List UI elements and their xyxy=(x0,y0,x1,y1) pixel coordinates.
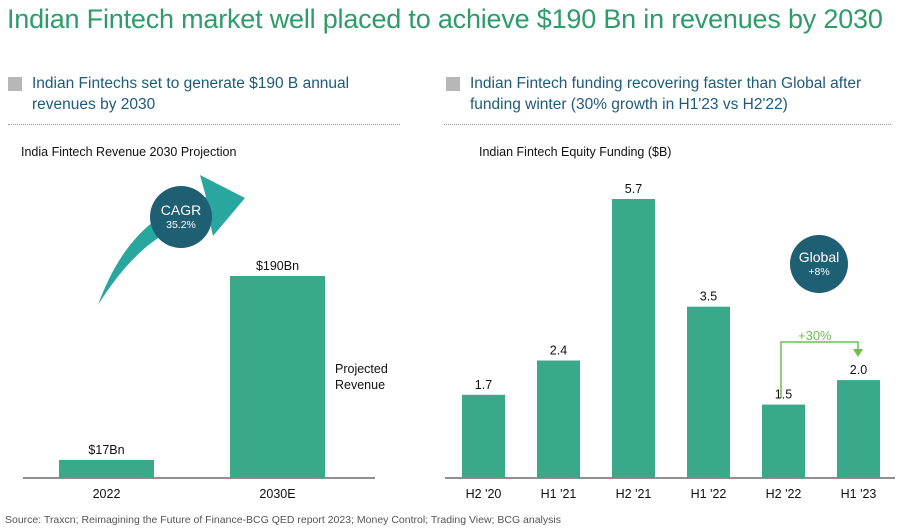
funding-data-label: 2.0 xyxy=(850,363,867,377)
cagr-label: CAGR xyxy=(160,202,202,218)
right-section-heading: Indian Fintech funding recovering faster… xyxy=(446,73,896,115)
revenue-data-label: $190Bn xyxy=(256,259,299,273)
funding-data-label: 1.7 xyxy=(475,378,492,392)
funding-chart-title: Indian Fintech Equity Funding ($B) xyxy=(479,145,672,159)
funding-tick-label: H1 '23 xyxy=(841,487,877,501)
left-divider xyxy=(8,124,400,125)
funding-bar xyxy=(612,199,655,478)
revenue-chart-title: India Fintech Revenue 2030 Projection xyxy=(21,145,237,159)
funding-tick-label: H1 '21 xyxy=(541,487,577,501)
revenue-bar xyxy=(59,459,154,478)
funding-tick-label: H2 '20 xyxy=(466,487,502,501)
global-label: Global xyxy=(798,249,840,265)
source-note: Source: Traxcn; Reimagining the Future o… xyxy=(5,514,561,526)
projected-revenue-label: Projected Revenue xyxy=(335,361,388,393)
global-badge: Global +8% xyxy=(790,235,848,293)
revenue-tick-label: 2030E xyxy=(259,487,295,501)
growth-bracket-icon xyxy=(780,341,859,398)
projected-label-line1: Projected xyxy=(335,362,388,376)
global-value: +8% xyxy=(808,266,830,278)
funding-tick-label: H2 '21 xyxy=(616,487,652,501)
funding-bar xyxy=(687,306,730,478)
funding-bar xyxy=(537,360,580,478)
funding-bar xyxy=(837,380,880,478)
bullet-square-icon xyxy=(446,77,460,91)
funding-tick-label: H2 '22 xyxy=(766,487,802,501)
projected-label-line2: Revenue xyxy=(335,378,386,392)
revenue-tick-label: 2022 xyxy=(93,487,121,501)
growth-label: +30% xyxy=(798,328,832,343)
bullet-square-icon xyxy=(8,77,22,91)
right-heading-text: Indian Fintech funding recovering faster… xyxy=(470,75,862,113)
funding-bar xyxy=(462,394,505,478)
funding-data-label: 1.5 xyxy=(775,388,792,402)
funding-tick-label: H1 '22 xyxy=(691,487,727,501)
left-section-heading: Indian Fintechs set to generate $190 B a… xyxy=(8,73,398,115)
right-divider xyxy=(444,124,891,125)
funding-data-label: 3.5 xyxy=(700,290,717,304)
cagr-badge: CAGR 35.2% xyxy=(150,186,212,248)
revenue-data-label: $17Bn xyxy=(88,443,124,457)
left-heading-text: Indian Fintechs set to generate $190 B a… xyxy=(32,75,350,113)
funding-data-label: 5.7 xyxy=(625,182,642,196)
revenue-bar xyxy=(230,276,325,478)
page-title: Indian Fintech market well placed to ach… xyxy=(7,4,883,34)
funding-bar xyxy=(762,404,805,478)
cagr-value: 35.2% xyxy=(166,219,196,231)
growth-arrowhead-icon xyxy=(853,349,863,357)
funding-data-label: 2.4 xyxy=(550,344,567,358)
